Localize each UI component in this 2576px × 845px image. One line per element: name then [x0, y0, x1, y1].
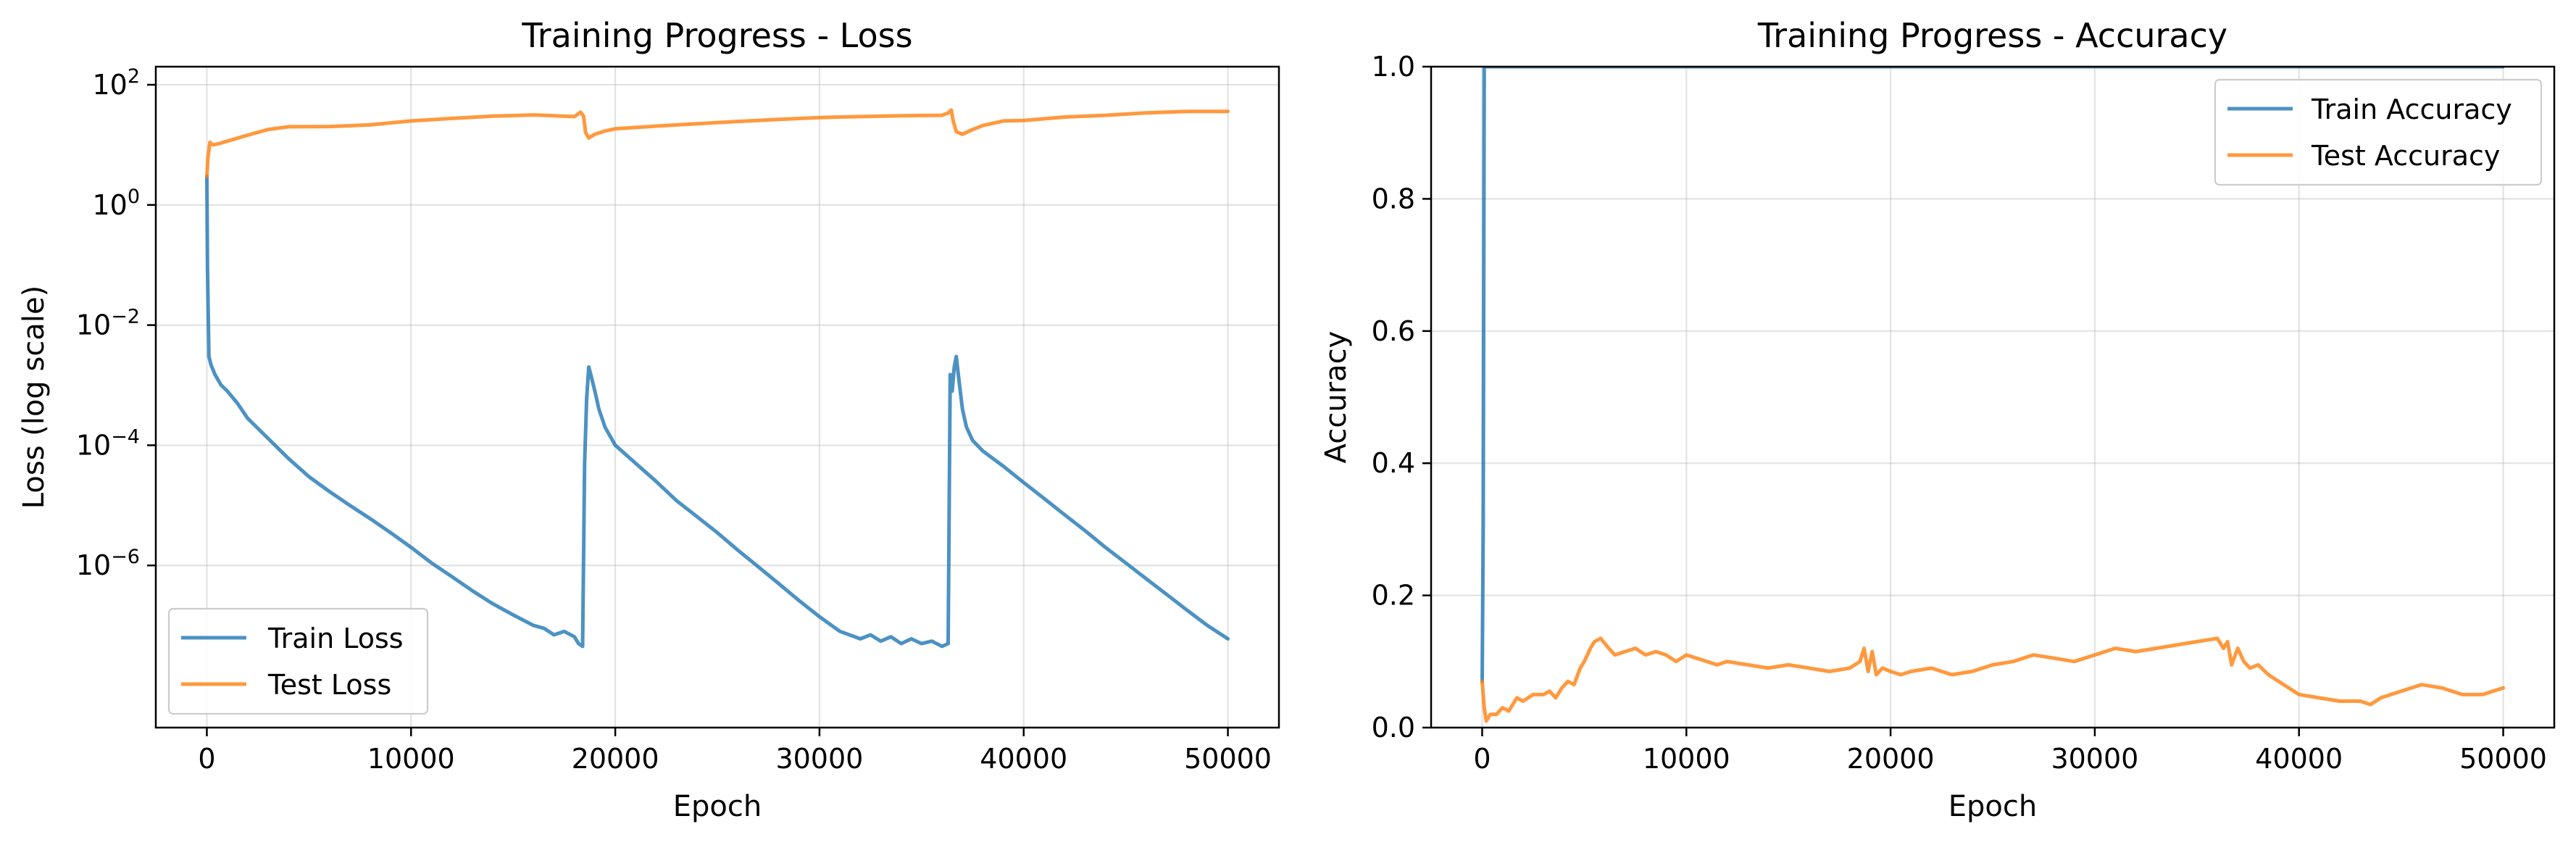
accuracy-chart-panel: Training Progress - Accuracy 0 10000 20000… [1320, 16, 2556, 823]
loss-y-tick-label: 10−6 [76, 546, 140, 581]
acc-y-tick-label: 1.0 [1372, 51, 1415, 83]
accuracy-legend: Train Accuracy Test Accuracy [2214, 78, 2543, 186]
accuracy-legend-box [2214, 78, 2543, 186]
acc-y-tick-label: 0.8 [1372, 183, 1415, 215]
loss-x-tick-label: 40000 [980, 743, 1067, 775]
loss-legend-box [167, 607, 429, 715]
acc-series-line-train [1480, 67, 2505, 683]
accuracy-y-axis-label: Accuracy [1320, 331, 1353, 464]
accuracy-chart-title: Training Progress - Accuracy [1757, 16, 2227, 55]
loss-legend: Train Loss Test Loss [167, 607, 429, 715]
acc-x-tick-label: 20000 [1847, 743, 1935, 775]
loss-y-tick-label: 10−4 [76, 425, 140, 461]
loss-chart-title: Training Progress - Loss [521, 16, 912, 55]
acc-y-tick-label: 0.6 [1372, 315, 1415, 347]
loss-y-axis-label: Loss (log scale) [17, 286, 51, 509]
loss-legend-test-label: Test Loss [267, 669, 391, 701]
loss-series-line-train [205, 174, 1230, 649]
acc-series-line-test [1480, 636, 2505, 723]
loss-y-tick-label: 102 [92, 65, 140, 101]
acc-y-tick-label: 0.2 [1372, 580, 1415, 612]
accuracy-axes-frame [1430, 65, 2556, 729]
acc-x-tick-label: 40000 [2255, 743, 2343, 775]
loss-x-tick-label: 30000 [775, 743, 863, 775]
loss-x-tick-label: 0 [198, 743, 215, 775]
loss-x-tick-label: 10000 [367, 743, 455, 775]
loss-legend-train-label: Train Loss [267, 623, 404, 654]
loss-x-tick-label: 50000 [1184, 743, 1272, 775]
accuracy-x-axis-label: Epoch [1948, 790, 2037, 823]
acc-x-tick-label: 50000 [2459, 743, 2547, 775]
acc-x-tick-label: 10000 [1643, 743, 1730, 775]
loss-axes-frame [154, 65, 1280, 729]
acc-y-tick-label: 0.4 [1372, 447, 1415, 479]
loss-x-axis-label: Epoch [673, 790, 762, 823]
loss-x-tick-label: 20000 [572, 743, 659, 775]
accuracy-legend-train-label: Train Accuracy [2311, 93, 2512, 125]
loss-chart-panel: Training Progress - Loss 0 10000 20000 3000… [17, 16, 1280, 823]
acc-x-tick-label: 0 [1473, 743, 1491, 775]
acc-y-tick-label: 0.0 [1372, 712, 1415, 744]
loss-y-tick-label: 10−2 [76, 306, 140, 341]
loss-series-line-test [205, 108, 1230, 178]
loss-y-tick-label: 100 [92, 186, 140, 221]
acc-x-tick-label: 30000 [2051, 743, 2138, 775]
accuracy-legend-test-label: Test Accuracy [2311, 140, 2500, 172]
